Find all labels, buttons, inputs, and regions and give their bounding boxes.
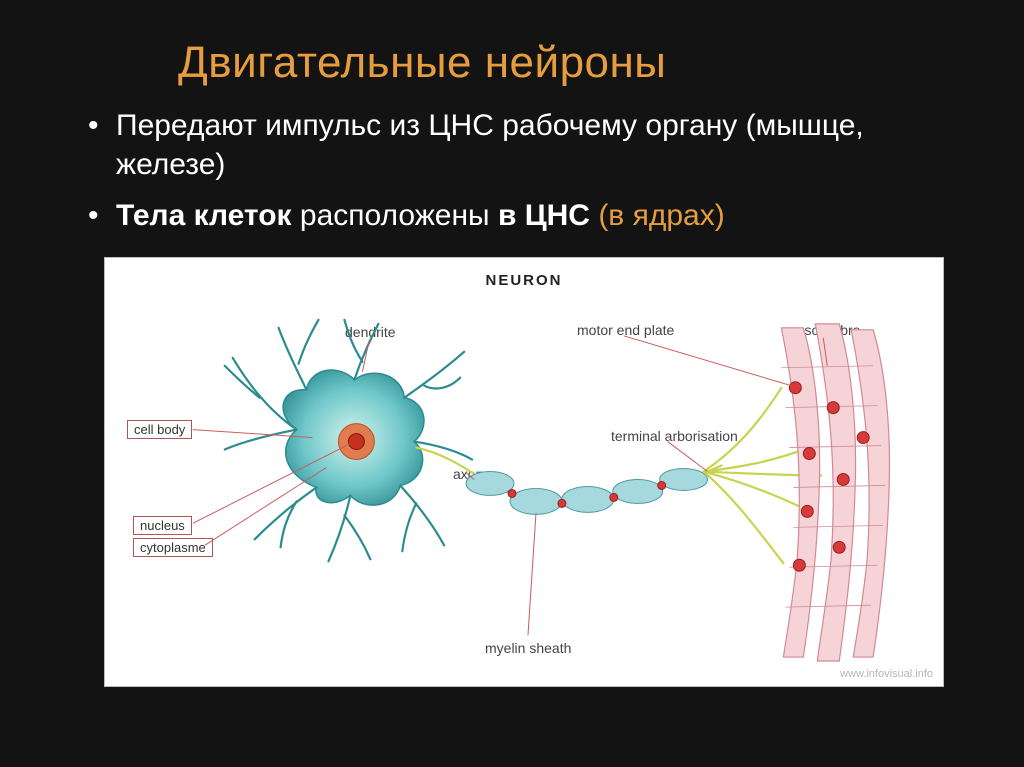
slide: Двигательные нейроны Передают импульс из…	[0, 0, 1024, 767]
bullet-1-text: Передают импульс из ЦНС рабочему органу …	[116, 109, 864, 181]
bullet-list: Передают импульс из ЦНС рабочему органу …	[82, 106, 964, 235]
bullet-2-bold: Тела клеток	[116, 199, 292, 232]
myelin-sheath	[466, 468, 707, 514]
nucleus-shape	[338, 424, 374, 460]
slide-title: Двигательные нейроны	[178, 38, 964, 88]
muscle-fibres	[781, 324, 889, 661]
bullet-2-bold2: в ЦНС	[498, 199, 590, 232]
bullet-2: Тела клеток расположены в ЦНС (в ядрах)	[82, 196, 964, 235]
bullet-2-accent: (в ядрах)	[590, 199, 725, 232]
neuron-svg	[105, 258, 943, 687]
bullet-1: Передают импульс из ЦНС рабочему органу …	[82, 106, 964, 184]
bullet-2-mid: расположены	[292, 199, 498, 232]
neuron-diagram: NEURON dendrite motor end plate muscle f…	[104, 257, 944, 687]
